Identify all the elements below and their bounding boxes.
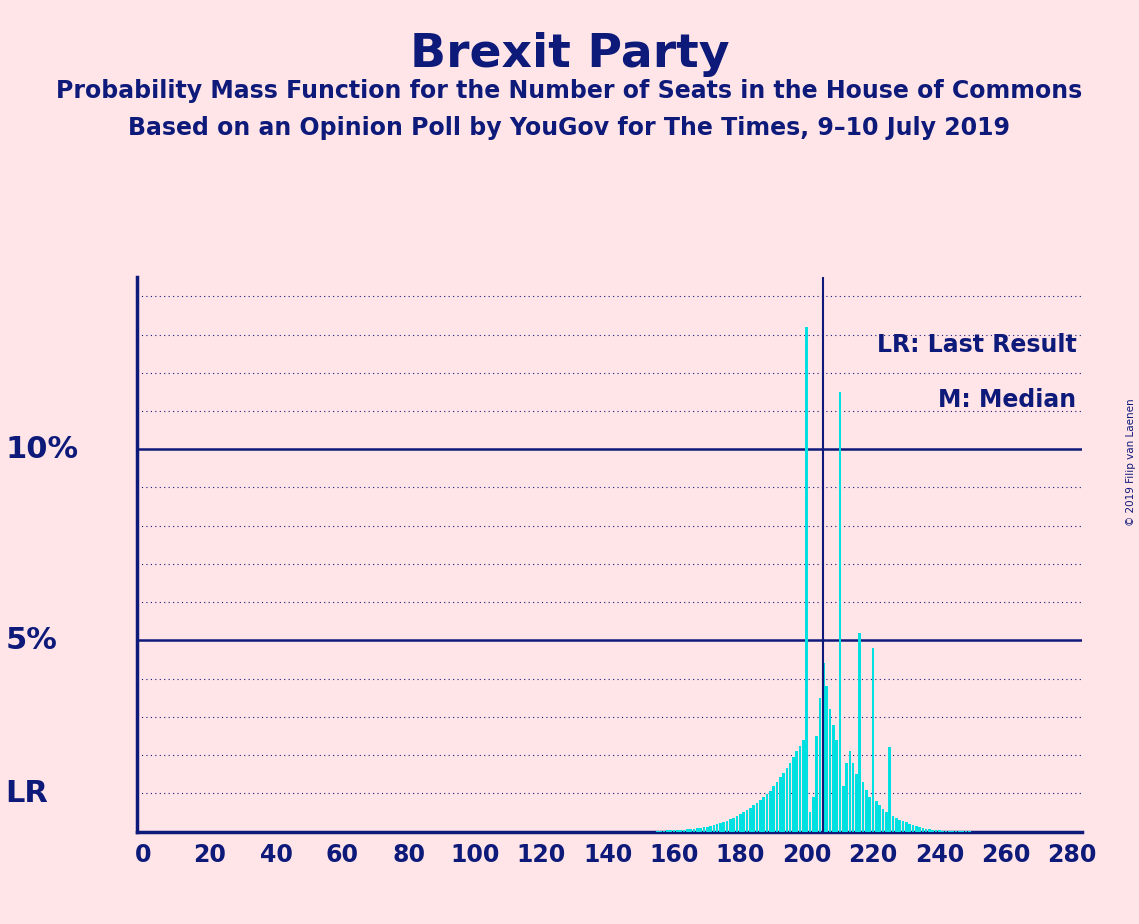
Bar xyxy=(888,748,891,832)
Bar xyxy=(715,824,719,832)
Bar xyxy=(928,830,931,832)
Bar xyxy=(710,826,712,832)
Text: 5%: 5% xyxy=(6,626,58,655)
Bar xyxy=(859,633,861,832)
Bar xyxy=(939,831,941,832)
Bar xyxy=(878,805,882,832)
Bar xyxy=(726,821,729,832)
Bar xyxy=(772,786,775,832)
Bar xyxy=(679,830,682,832)
Bar xyxy=(749,808,752,832)
Bar xyxy=(805,327,808,832)
Bar xyxy=(831,724,835,832)
Bar xyxy=(918,827,920,832)
Bar xyxy=(911,825,915,832)
Bar xyxy=(699,828,702,832)
Bar xyxy=(753,805,755,832)
Bar xyxy=(782,772,785,832)
Bar xyxy=(842,785,844,832)
Bar xyxy=(866,789,868,832)
Bar xyxy=(849,751,851,832)
Bar xyxy=(892,816,894,832)
Bar xyxy=(765,794,768,832)
Bar xyxy=(713,825,715,832)
Bar xyxy=(739,814,741,832)
Bar xyxy=(932,830,934,832)
Bar xyxy=(677,830,679,832)
Bar xyxy=(769,791,771,832)
Bar xyxy=(935,830,937,832)
Bar xyxy=(746,810,748,832)
Text: M: Median: M: Median xyxy=(939,388,1076,412)
Bar xyxy=(862,782,865,832)
Bar xyxy=(868,797,871,832)
Text: Brexit Party: Brexit Party xyxy=(410,32,729,78)
Bar xyxy=(729,820,731,832)
Bar xyxy=(838,392,842,832)
Bar xyxy=(689,829,693,832)
Bar xyxy=(673,830,675,832)
Bar xyxy=(792,757,795,832)
Bar xyxy=(670,831,672,832)
Bar xyxy=(855,774,858,832)
Bar xyxy=(882,808,884,832)
Bar xyxy=(915,826,918,832)
Bar xyxy=(802,740,805,832)
Bar xyxy=(798,746,802,832)
Bar xyxy=(809,812,811,832)
Bar xyxy=(759,800,762,832)
Text: Probability Mass Function for the Number of Seats in the House of Commons: Probability Mass Function for the Number… xyxy=(56,79,1083,103)
Bar xyxy=(789,763,792,832)
Bar xyxy=(852,763,854,832)
Text: Based on an Opinion Poll by YouGov for The Times, 9–10 July 2019: Based on an Opinion Poll by YouGov for T… xyxy=(129,116,1010,140)
Bar xyxy=(885,812,887,832)
Bar xyxy=(736,816,738,832)
Bar xyxy=(816,736,818,832)
Bar xyxy=(779,777,781,832)
Bar xyxy=(719,823,722,832)
Bar xyxy=(795,751,798,832)
Bar xyxy=(835,740,838,832)
Text: LR: LR xyxy=(6,779,49,808)
Bar xyxy=(743,812,745,832)
Bar xyxy=(686,830,689,832)
Bar xyxy=(693,829,695,832)
Bar xyxy=(829,710,831,832)
Bar xyxy=(722,822,726,832)
Bar xyxy=(696,828,698,832)
Bar xyxy=(871,648,875,832)
Bar xyxy=(776,782,778,832)
Bar xyxy=(875,801,878,832)
Bar xyxy=(732,818,735,832)
Bar xyxy=(845,763,847,832)
Bar xyxy=(925,829,927,832)
Bar xyxy=(762,797,765,832)
Bar xyxy=(703,827,705,832)
Bar xyxy=(812,797,814,832)
Bar xyxy=(921,828,924,832)
Bar xyxy=(895,819,898,832)
Bar xyxy=(755,803,759,832)
Bar xyxy=(902,821,904,832)
Text: LR: Last Result: LR: Last Result xyxy=(877,333,1076,357)
Bar xyxy=(666,831,669,832)
Bar xyxy=(706,827,708,832)
Bar xyxy=(826,687,828,832)
Bar xyxy=(822,663,825,832)
Text: © 2019 Filip van Laenen: © 2019 Filip van Laenen xyxy=(1126,398,1136,526)
Bar xyxy=(819,698,821,832)
Bar xyxy=(899,821,901,832)
Text: 10%: 10% xyxy=(6,435,79,464)
Bar xyxy=(908,824,911,832)
Bar xyxy=(904,822,908,832)
Bar xyxy=(786,768,788,832)
Bar xyxy=(682,830,686,832)
